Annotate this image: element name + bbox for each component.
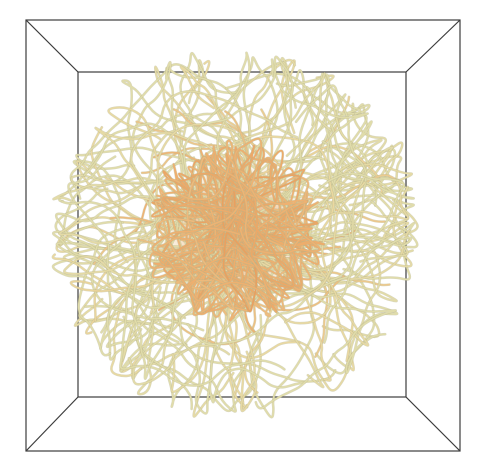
fiber-strand [225, 137, 280, 220]
fiber-strand [285, 72, 361, 198]
fiber-strand [248, 259, 315, 418]
fiber-strand [130, 271, 274, 415]
box-edge-top-left [25, 19, 79, 73]
fiber-strand [239, 170, 321, 255]
fiber-strand [151, 201, 303, 287]
fiber-strand [246, 272, 397, 410]
fiber-tangle [51, 51, 419, 419]
fiber-strand [155, 156, 235, 311]
fiber-strand [227, 144, 255, 285]
fiber-strand [151, 227, 277, 302]
fiber-strand [177, 261, 271, 312]
fiber-strand [271, 58, 369, 198]
fiber-strand [91, 231, 204, 331]
fiber-strand [183, 52, 251, 187]
fiber-strand [156, 218, 246, 305]
fiber-strand [133, 156, 195, 410]
box-edge-bottom-left [25, 396, 79, 452]
fiber-strand [307, 172, 405, 344]
fiber-strand [164, 139, 249, 242]
fiber-strand [67, 155, 221, 309]
box-outer-square [25, 19, 461, 452]
fiber-strand [216, 239, 381, 368]
fiber-strand [285, 86, 415, 200]
box-edge-bottom-right [405, 396, 461, 452]
box-edge-top-right [405, 19, 461, 73]
fiber-strand [221, 173, 258, 313]
fiber-strand [187, 230, 251, 316]
fiber-strand [61, 200, 178, 380]
fiber-strand [55, 195, 190, 334]
fiber-strand [119, 210, 286, 387]
